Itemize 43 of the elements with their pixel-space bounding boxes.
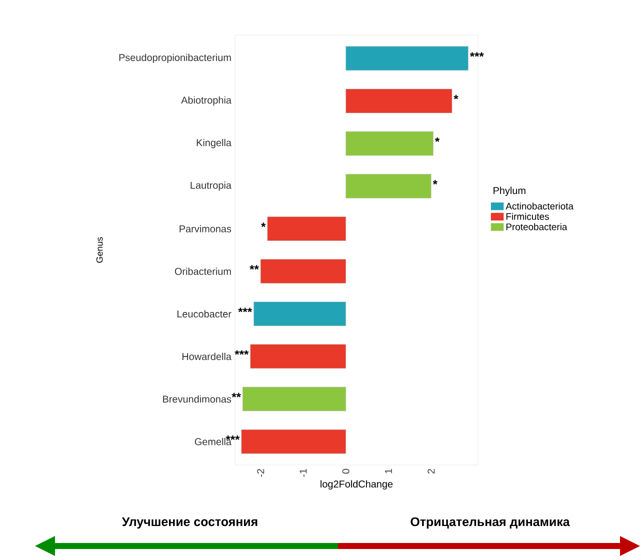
y-tick-label: Brevundimonas xyxy=(163,395,232,403)
legend-label: Actinobacteriota xyxy=(506,202,574,210)
bar xyxy=(242,386,346,412)
y-tick-label: Oribacterium xyxy=(174,268,231,275)
annotation: * xyxy=(261,222,266,228)
annotation: *** xyxy=(470,52,484,57)
bar xyxy=(346,46,468,71)
x-tick-label: 1 xyxy=(385,468,392,474)
bar xyxy=(346,131,434,156)
bar xyxy=(260,259,346,284)
y-tick-label: Pseudopropionibacterium xyxy=(119,54,231,64)
bar xyxy=(346,174,432,198)
bar xyxy=(250,344,346,369)
annotation: *** xyxy=(226,435,240,440)
x-tick-label: 0 xyxy=(342,468,350,474)
y-tick-label: Gemella xyxy=(194,438,232,446)
annotation: *** xyxy=(238,308,252,312)
y-axis-title: Genus xyxy=(96,237,103,263)
annotation: * xyxy=(434,137,440,142)
y-tick-label: Lautropia xyxy=(190,181,232,191)
annotation: * xyxy=(454,94,458,100)
annotation: * xyxy=(432,180,438,184)
annotation: ** xyxy=(250,265,259,270)
bar xyxy=(241,429,346,454)
legend-title: Phylum xyxy=(494,186,526,196)
annotation: *** xyxy=(234,350,249,355)
y-tick-label: Leucobacter xyxy=(177,310,232,318)
bar xyxy=(346,88,452,114)
x-axis-title: log2FoldChange xyxy=(320,480,393,490)
y-tick-label: Howardella xyxy=(182,352,232,360)
x-tick-label: -2 xyxy=(257,469,264,477)
y-tick-label: Parvimonas xyxy=(180,225,232,232)
legend-label: Proteobacteria xyxy=(506,223,568,230)
legend-label: Firmicutes xyxy=(506,212,549,220)
x-tick-label: -1 xyxy=(300,468,307,477)
bar xyxy=(254,302,346,326)
y-tick-label: Kingella xyxy=(196,138,232,148)
x-tick-label: 2 xyxy=(428,469,435,474)
text: Улучшение состояния xyxy=(122,517,258,529)
bar xyxy=(267,216,346,241)
annotation: ** xyxy=(232,392,241,398)
text: Отрицательная динамика xyxy=(410,517,570,529)
y-tick-label: Abiotrophia xyxy=(181,96,232,106)
